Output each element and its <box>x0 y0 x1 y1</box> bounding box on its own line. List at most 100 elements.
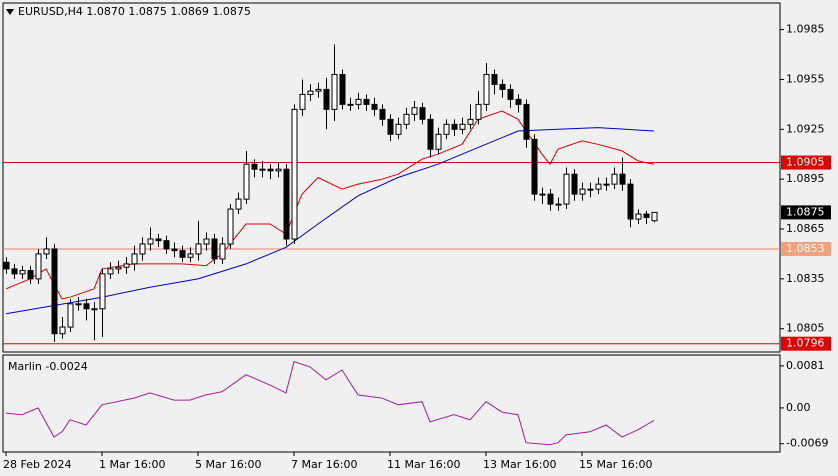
last-price-label: 1.0875 <box>786 205 825 218</box>
candle-body <box>219 243 226 260</box>
candle-body <box>635 213 642 220</box>
candle-body <box>435 133 442 150</box>
candle-body <box>619 173 626 185</box>
x-tick-label: 13 Mar 16:00 <box>483 458 556 471</box>
candle-body <box>211 238 218 260</box>
y-tick-label: 1.0955 <box>786 72 825 85</box>
y-tick-label: 1.0805 <box>786 322 825 335</box>
indicator-value: -0.0024 <box>45 360 87 373</box>
candle-body <box>243 163 250 200</box>
last-price-box <box>781 205 831 220</box>
candle-body <box>99 273 106 310</box>
candle-body <box>155 238 162 242</box>
candle-body <box>75 303 82 306</box>
candle-body <box>467 118 474 125</box>
x-tick-label: 11 Mar 16:00 <box>387 458 460 471</box>
candle-body <box>3 261 10 270</box>
candle-body <box>499 83 506 90</box>
candle-body <box>323 88 330 110</box>
candle-body <box>171 248 178 252</box>
candle-body <box>627 183 634 220</box>
x-tick-label: 1 Mar 16:00 <box>99 458 165 471</box>
candle-body <box>379 108 386 120</box>
candle-body <box>115 266 122 270</box>
candle-body <box>179 250 186 258</box>
candle-body <box>603 183 610 186</box>
candle-body <box>523 103 530 140</box>
candle-body <box>35 253 42 280</box>
candle-body <box>259 168 266 171</box>
candle-body <box>43 248 50 255</box>
candle-body <box>347 103 354 106</box>
candle-body <box>123 263 130 268</box>
candle-body <box>459 123 466 130</box>
level-label: 1.0853 <box>786 242 825 255</box>
candle-body <box>27 270 34 280</box>
candle-body <box>515 98 522 105</box>
candle-body <box>531 138 538 195</box>
candle-body <box>387 118 394 135</box>
candle-body <box>235 198 242 210</box>
candle-body <box>331 73 338 110</box>
candle-body <box>59 326 66 335</box>
candle-body <box>451 123 458 130</box>
candle-body <box>611 173 618 185</box>
candle-body <box>483 73 490 105</box>
candle-body <box>339 73 346 105</box>
candle-body <box>403 113 410 125</box>
candle-body <box>187 253 194 258</box>
indicator-tick-label: 0.00 <box>786 401 811 414</box>
main-panel <box>2 2 781 353</box>
candle-body <box>83 303 90 310</box>
candle-body <box>195 243 202 255</box>
candle-body <box>291 108 298 240</box>
candle-body <box>507 88 514 100</box>
candle-body <box>267 168 274 172</box>
candle-body <box>443 123 450 135</box>
moving-average <box>5 127 655 315</box>
candle-body <box>371 103 378 110</box>
candle-body <box>475 103 482 120</box>
candle-body <box>539 193 546 196</box>
candle-body <box>547 193 554 205</box>
candle-body <box>299 93 306 110</box>
menu-triangle[interactable] <box>6 9 14 15</box>
candle-body <box>411 107 418 115</box>
candle-body <box>147 238 154 245</box>
indicator-name: Marlin <box>8 360 42 373</box>
candle-body <box>251 163 258 170</box>
y-tick-label: 1.0985 <box>786 23 825 36</box>
candle-body <box>163 240 170 250</box>
candle-body <box>651 211 658 222</box>
candle-body <box>275 168 282 172</box>
indicator-line <box>5 361 655 446</box>
x-tick-label: 15 Mar 16:00 <box>579 458 652 471</box>
indicator-panel <box>2 354 781 453</box>
x-tick-label: 5 Mar 16:00 <box>195 458 261 471</box>
level-label: 1.0796 <box>786 337 825 350</box>
indicator-tick-label: 0.0081 <box>786 359 825 372</box>
level-label-box <box>781 336 831 351</box>
moving-average <box>5 110 655 300</box>
candle-body <box>571 173 578 195</box>
candle-body <box>355 98 362 105</box>
x-tick-label: 28 Feb 2024 <box>3 458 71 471</box>
level-label-box <box>781 241 831 256</box>
candle-body <box>91 308 98 311</box>
candle-body <box>11 268 18 275</box>
candle-body <box>643 213 650 218</box>
candle-body <box>131 253 138 265</box>
candle-body <box>395 123 402 135</box>
x-tick-label: 7 Mar 16:00 <box>291 458 357 471</box>
chart-title: EURUSD,H4 1.0870 1.0875 1.0869 1.0875 <box>18 5 251 18</box>
candle-body <box>51 248 58 335</box>
level-label: 1.0905 <box>786 156 825 169</box>
candle-body <box>427 118 434 150</box>
candle-body <box>107 268 114 275</box>
indicator-tick-label: -0.0069 <box>786 437 828 450</box>
candle-body <box>419 107 426 120</box>
candle-body <box>67 303 74 328</box>
candle-body <box>203 238 210 245</box>
